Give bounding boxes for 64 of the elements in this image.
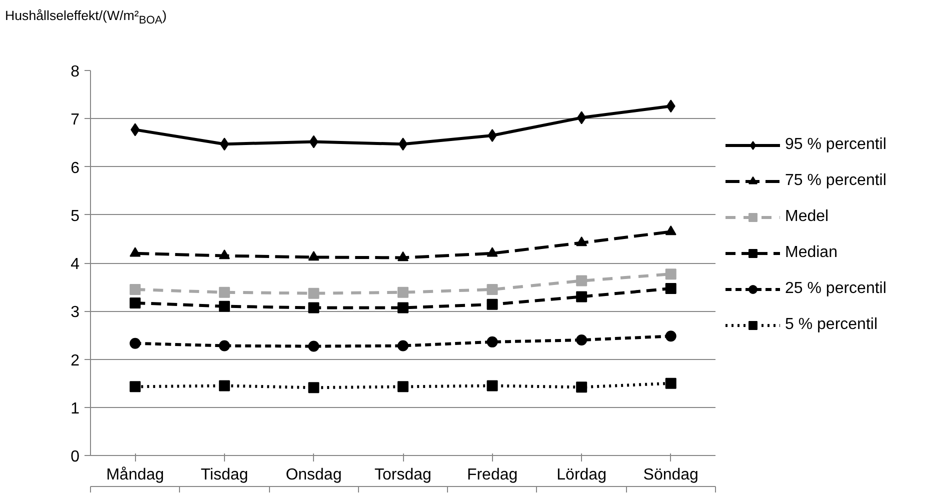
point bbox=[576, 275, 588, 286]
point bbox=[486, 380, 498, 392]
point bbox=[486, 247, 498, 257]
y-tick-label: 7 bbox=[70, 112, 80, 129]
point bbox=[308, 382, 320, 394]
point bbox=[398, 340, 408, 352]
x-tick-label: Torsdag bbox=[374, 466, 432, 484]
point bbox=[665, 283, 676, 294]
point bbox=[486, 298, 498, 310]
y-tick-label: 8 bbox=[70, 64, 80, 80]
point bbox=[576, 334, 588, 346]
point bbox=[309, 135, 318, 148]
point bbox=[665, 268, 676, 280]
x-tick-label: Söndag bbox=[643, 466, 698, 484]
point bbox=[398, 302, 408, 314]
legend-label: 75 % percentil bbox=[785, 172, 886, 190]
point bbox=[488, 128, 497, 142]
point bbox=[577, 111, 586, 124]
legend-label: 95 % percentil bbox=[785, 136, 886, 154]
point bbox=[130, 123, 140, 136]
point bbox=[218, 250, 230, 260]
y-tick-label: 3 bbox=[70, 304, 80, 322]
y-tick-label: 6 bbox=[70, 160, 80, 177]
y-axis-title: Hushållseleffekt/(W/m²$_{BOA}$) bbox=[5, 8, 167, 27]
point bbox=[220, 138, 229, 151]
point bbox=[576, 236, 588, 246]
y-tick-label: 4 bbox=[70, 256, 80, 273]
y-tick-label: 5 bbox=[70, 208, 80, 225]
point bbox=[398, 381, 408, 392]
legend-label: Median bbox=[785, 244, 838, 262]
point bbox=[130, 297, 141, 308]
point bbox=[218, 340, 230, 352]
point bbox=[665, 330, 676, 342]
point bbox=[308, 288, 320, 299]
y-tick-label: 1 bbox=[70, 400, 80, 418]
point bbox=[576, 291, 588, 302]
point bbox=[486, 336, 498, 348]
point bbox=[130, 247, 141, 257]
point bbox=[308, 302, 320, 314]
x-tick-label: Lördag bbox=[556, 466, 606, 484]
point bbox=[130, 284, 141, 295]
x-tick-label: Tisdag bbox=[200, 466, 248, 484]
point bbox=[308, 340, 320, 352]
y-tick-label: 0 bbox=[70, 448, 80, 466]
point bbox=[130, 338, 141, 349]
y-tick-label: 2 bbox=[70, 352, 80, 370]
point bbox=[666, 100, 676, 113]
point bbox=[308, 250, 320, 261]
point bbox=[576, 382, 588, 393]
point bbox=[130, 381, 141, 392]
point bbox=[398, 251, 408, 262]
point bbox=[218, 380, 230, 392]
legend-label: 5 % percentil bbox=[785, 316, 878, 334]
legend-label: 25 % percentil bbox=[785, 280, 886, 298]
point bbox=[218, 300, 230, 312]
x-tick-label: Onsdag bbox=[286, 466, 342, 484]
legend-label: Medel bbox=[785, 208, 829, 226]
point bbox=[665, 378, 676, 389]
x-tick-label: Fredag bbox=[466, 466, 518, 484]
point bbox=[486, 284, 498, 295]
x-tick-label: Måndag bbox=[106, 466, 164, 484]
point bbox=[218, 286, 230, 298]
point bbox=[665, 225, 676, 236]
point bbox=[398, 286, 408, 298]
